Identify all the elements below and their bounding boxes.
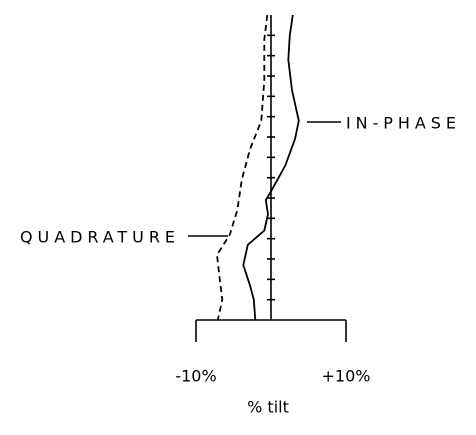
x-axis-label: % tilt — [247, 398, 289, 417]
x-tick-label: -10% — [175, 367, 216, 386]
x-tick-label: +10% — [322, 367, 371, 386]
series-label: QUADRATURE — [20, 228, 175, 247]
line-series — [242, 14, 300, 321]
series-label: IN-PHASE — [346, 114, 456, 133]
line-series — [216, 14, 269, 321]
